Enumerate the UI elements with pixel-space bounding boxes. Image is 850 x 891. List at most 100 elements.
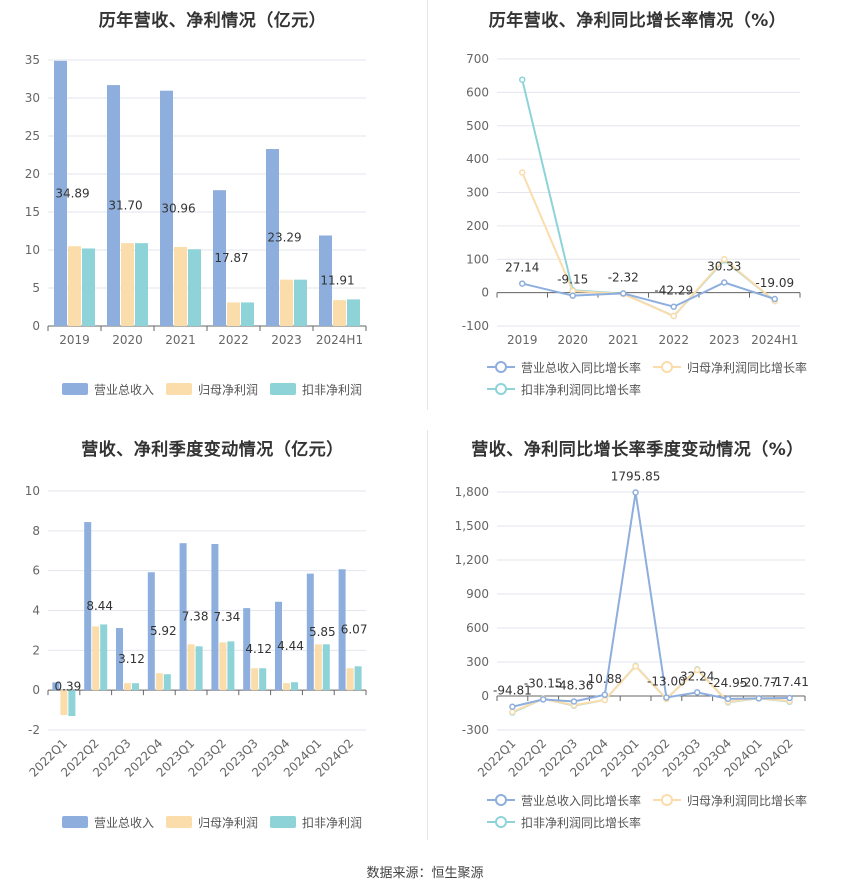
- y-tick-label: 4: [32, 604, 40, 618]
- data-point: [693, 689, 701, 696]
- bar: [241, 302, 254, 326]
- bar: [266, 148, 279, 326]
- x-tick-label: 2024H1: [316, 333, 363, 347]
- x-tick-label: 2023: [709, 333, 740, 347]
- x-tick-label: 2021: [165, 333, 196, 347]
- y-tick-label: 35: [25, 53, 40, 67]
- data-label: -17.41: [770, 675, 809, 689]
- data-point: [601, 691, 609, 699]
- legend-swatch: [270, 816, 297, 828]
- y-tick-label: 600: [466, 621, 489, 635]
- legend-swatch: [653, 360, 682, 374]
- data-label: -48.36: [555, 678, 594, 692]
- legend-item-revenue[interactable]: 营业总收入: [62, 378, 154, 400]
- bar: [188, 249, 201, 326]
- bar: [280, 279, 293, 326]
- bar: [60, 690, 68, 716]
- y-tick-label: 100: [466, 252, 489, 266]
- data-label: 1795.85: [611, 469, 661, 483]
- y-tick-label: 0: [481, 689, 489, 703]
- bar: [338, 569, 346, 691]
- y-tick-label: 10: [25, 484, 40, 498]
- chart-legend: 营业总收入 归母净利润 扣非净利润: [62, 378, 374, 400]
- data-label: -42.29: [654, 284, 693, 298]
- data-label: 0.39: [55, 679, 82, 693]
- data-point: [721, 256, 728, 263]
- bar: [275, 601, 282, 691]
- x-tick-label: 2022: [218, 333, 249, 347]
- legend-item-revenue[interactable]: 营业总收入: [62, 811, 154, 833]
- data-point: [786, 694, 793, 702]
- bar: [346, 668, 354, 691]
- y-tick-label: 20: [25, 167, 40, 181]
- y-tick-label: 15: [25, 205, 40, 219]
- bar: [135, 243, 148, 326]
- legend-swatch: [166, 816, 193, 828]
- data-point: [693, 666, 701, 674]
- data-label: -13.00: [647, 674, 686, 688]
- bar: [291, 682, 298, 691]
- bar: [219, 642, 227, 691]
- bar: [68, 690, 76, 717]
- chart-title: 营收、净利同比增长率季度变动情况（%）: [471, 440, 804, 460]
- legend-item-net-profit-ex-growth[interactable]: 扣非净利润同比增长率: [487, 378, 641, 400]
- legend-swatch: [166, 383, 193, 395]
- panel-divider: [427, 430, 428, 840]
- data-point: [620, 290, 627, 297]
- legend-item-net-profit-growth[interactable]: 归母净利润同比增长率: [653, 789, 807, 811]
- legend-label: 营业总收入同比增长率: [521, 793, 642, 808]
- bar: [243, 608, 251, 691]
- y-tick-label: 200: [466, 219, 489, 233]
- bar: [213, 190, 226, 326]
- legend-item-net-profit[interactable]: 归母净利润: [166, 378, 258, 400]
- series-line: [512, 664, 790, 713]
- legend-item-net-profit-ex[interactable]: 扣非净利润: [270, 378, 362, 400]
- legend-label: 归母净利润同比增长率: [687, 793, 808, 808]
- legend-item-net-profit[interactable]: 归母净利润: [166, 811, 258, 833]
- bar: [211, 543, 219, 691]
- bar: [227, 302, 240, 326]
- legend-item-net-profit-ex[interactable]: 扣非净利润: [270, 811, 362, 833]
- bar: [163, 674, 171, 691]
- data-label: 8.44: [86, 599, 113, 613]
- series-line: [521, 172, 776, 318]
- data-label: 5.85: [309, 625, 336, 639]
- x-tick-label: 2024H1: [751, 333, 798, 347]
- data-point: [721, 279, 728, 286]
- legend-item-revenue-growth[interactable]: 营业总收入同比增长率: [487, 789, 641, 811]
- y-tick-label: 5: [32, 281, 40, 295]
- data-label: 11.91: [320, 274, 354, 288]
- y-tick-label: 300: [466, 186, 489, 200]
- data-label: -20.77: [739, 675, 778, 689]
- data-point: [632, 663, 639, 670]
- data-label: 32.24: [680, 669, 714, 683]
- y-tick-label: -300: [462, 723, 489, 737]
- y-tick-label: -2: [28, 723, 40, 737]
- legend-item-revenue-growth[interactable]: 营业总收入同比增长率: [487, 356, 641, 378]
- legend-swatch: [62, 383, 88, 395]
- chart-legend: 营业总收入 归母净利润 扣非净利润: [62, 811, 374, 833]
- bar: [132, 683, 139, 691]
- data-label: 7.38: [182, 610, 209, 624]
- legend-item-net-profit-ex-growth[interactable]: 扣非净利润同比增长率: [487, 811, 641, 833]
- bar: [283, 683, 290, 691]
- y-tick-label: 0: [32, 319, 40, 333]
- data-point: [663, 694, 670, 701]
- bar: [92, 626, 100, 691]
- legend-item-net-profit-growth[interactable]: 归母净利润同比增长率: [653, 356, 807, 378]
- legend-label: 归母净利润: [198, 382, 259, 397]
- bar: [54, 60, 67, 326]
- y-tick-label: 8: [32, 524, 40, 538]
- bar: [107, 85, 120, 326]
- y-tick-label: 600: [466, 85, 489, 99]
- data-point: [509, 708, 516, 716]
- data-label: 10.88: [588, 672, 622, 686]
- quarterly-growth-panel: 营收、净利同比增长率季度变动情况（%） -300 0 300 600 900 1,200 1…: [425, 425, 850, 855]
- data-point: [569, 292, 576, 299]
- legend-swatch: [487, 793, 515, 807]
- x-tick-label: 2021: [608, 333, 639, 347]
- y-tick-label: -100: [462, 319, 489, 333]
- y-tick-label: 0: [481, 286, 489, 300]
- legend-swatch: [487, 815, 515, 829]
- data-point: [670, 312, 677, 320]
